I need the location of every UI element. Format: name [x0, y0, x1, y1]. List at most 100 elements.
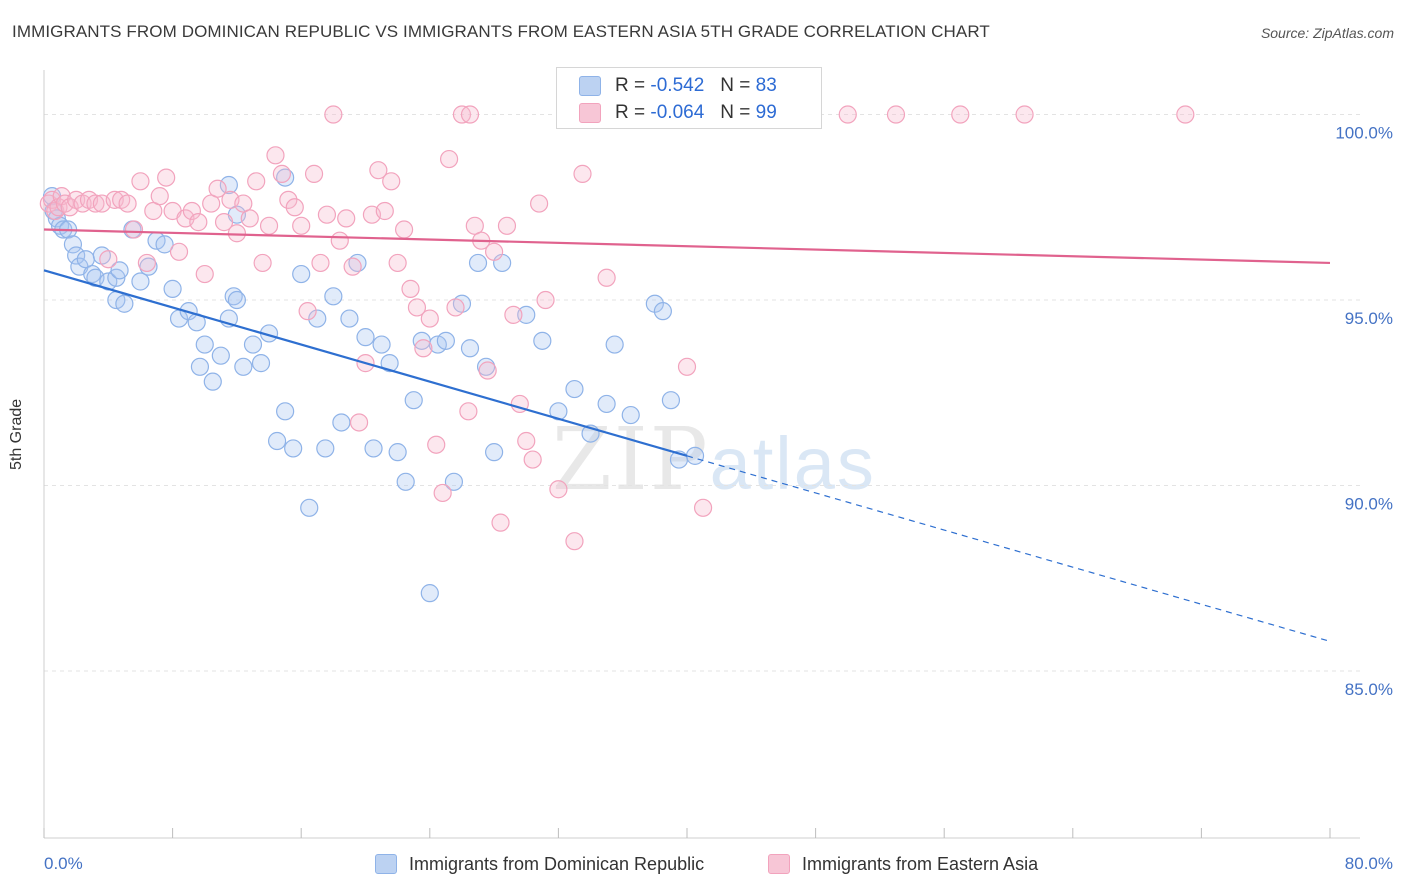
data-point	[203, 372, 222, 391]
legend-n-value: 99	[755, 102, 777, 123]
data-point	[131, 272, 150, 291]
bottom-legend-label: Immigrants from Eastern Asia	[802, 853, 1039, 874]
bottom-legend-label: Immigrants from Dominican Republic	[409, 853, 705, 874]
data-point	[240, 209, 259, 228]
data-point	[340, 309, 359, 328]
data-point	[439, 149, 459, 169]
data-point	[549, 480, 568, 499]
data-point	[433, 483, 452, 503]
data-point	[605, 335, 624, 354]
data-point	[272, 164, 292, 183]
data-point	[131, 172, 150, 191]
data-point	[364, 439, 383, 458]
data-point	[491, 513, 510, 532]
series-eastern-asia-points	[39, 105, 1195, 551]
legend-swatch-blue	[579, 76, 601, 96]
legend-row-eastern-asia: R = -0.064 N = 99	[579, 101, 777, 125]
data-point	[565, 532, 584, 551]
data-point	[279, 190, 298, 209]
data-point	[1015, 105, 1034, 124]
data-point	[388, 443, 407, 462]
data-point	[460, 105, 480, 124]
data-point	[227, 224, 246, 243]
data-point	[404, 391, 423, 410]
data-point	[677, 357, 697, 376]
data-point	[267, 431, 287, 451]
watermark-atlas: atlas	[709, 422, 876, 505]
y-tick-label: 95.0%	[1345, 309, 1393, 328]
data-point	[155, 235, 174, 254]
data-point	[343, 257, 362, 276]
data-point	[497, 216, 517, 235]
data-point	[276, 402, 295, 421]
data-point	[1176, 105, 1195, 124]
data-point	[396, 472, 415, 491]
data-point	[253, 253, 272, 273]
legend-swatch-pink	[579, 103, 601, 123]
data-point	[157, 168, 176, 187]
data-point	[266, 146, 285, 165]
data-point	[118, 194, 137, 213]
data-point	[420, 309, 439, 328]
tick-labels: 100.0% 95.0% 90.0% 85.0% 0.0% 80.0%	[44, 124, 1393, 873]
series-dominican-points	[42, 168, 705, 603]
trend-lines	[43, 228, 1331, 642]
data-point	[444, 472, 464, 491]
data-point	[356, 328, 375, 347]
data-point	[311, 253, 330, 273]
data-point	[530, 194, 549, 213]
data-point	[285, 198, 304, 217]
data-point	[150, 187, 169, 206]
bottom-legend-eastern-asia: Immigrants from Eastern Asia	[768, 851, 1038, 877]
data-point	[110, 261, 129, 280]
data-point	[99, 250, 118, 269]
data-point	[211, 346, 230, 365]
legend-r-label: R =	[615, 102, 646, 123]
data-point	[420, 584, 439, 603]
trend-line	[43, 269, 688, 457]
legend-row-dominican: R = -0.542 N = 83	[579, 74, 777, 98]
chart-title: IMMIGRANTS FROM DOMINICAN REPUBLIC VS IM…	[12, 22, 990, 41]
data-point	[504, 305, 523, 324]
stats-legend: R = -0.542 N = 83 R = -0.064 N = 99	[556, 67, 822, 129]
data-point	[300, 498, 319, 517]
data-point	[621, 405, 640, 425]
x-tick-label: 0.0%	[44, 854, 83, 873]
data-point	[401, 279, 420, 298]
legend-n-label: N =	[720, 102, 751, 123]
data-point	[436, 331, 455, 350]
data-point	[372, 335, 391, 354]
data-point	[214, 213, 234, 232]
data-point	[394, 220, 414, 239]
data-point	[380, 354, 399, 373]
data-point	[517, 305, 536, 324]
data-point	[182, 201, 201, 221]
data-point	[427, 435, 446, 454]
data-point	[330, 231, 349, 250]
data-point	[485, 443, 504, 462]
data-point	[208, 179, 227, 198]
data-point	[597, 268, 616, 287]
data-point	[243, 335, 263, 354]
legend-n-label: N =	[720, 75, 751, 96]
data-point	[189, 213, 208, 232]
data-point	[137, 253, 156, 273]
data-point	[251, 354, 271, 373]
data-point	[219, 175, 238, 195]
data-point	[324, 287, 343, 306]
data-point	[332, 413, 351, 432]
data-point	[375, 201, 394, 221]
data-point	[316, 439, 335, 458]
trend-line-extension	[686, 455, 1331, 642]
data-point	[478, 361, 497, 380]
data-point	[63, 235, 83, 254]
data-point	[234, 357, 253, 376]
data-point	[304, 164, 324, 183]
data-point	[298, 302, 317, 321]
legend-r-value: -0.542	[650, 75, 705, 96]
data-point	[446, 298, 465, 317]
data-point	[227, 290, 246, 310]
y-tick-label: 100.0%	[1335, 124, 1393, 143]
data-point	[292, 216, 311, 235]
data-point	[284, 439, 303, 458]
